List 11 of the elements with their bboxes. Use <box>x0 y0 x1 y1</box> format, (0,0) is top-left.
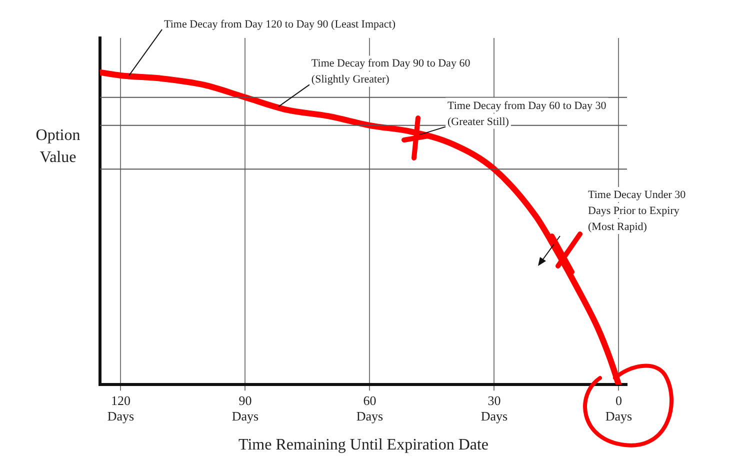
annotation: Time Decay from Day 60 to Day 30 (Greater Still) <box>448 100 607 128</box>
x-tick-label: 60 Days <box>356 392 384 424</box>
annotation: Time Decay from Day 90 to Day 60 (Slightly Greater) <box>311 58 471 86</box>
x-tick-label: 0 Days <box>605 392 632 424</box>
y-axis-title: Option Value <box>36 127 80 166</box>
annotation: Time Decay Under 30 Days Prior to Expiry (Most Rapid) <box>588 189 686 233</box>
x-tick-label: 90 Days <box>232 392 259 424</box>
annotation: Time Decay from Day 120 to Day 90 (Least Impact) <box>164 18 396 30</box>
x-axis-title: Time Remaining Until Expiration Date <box>238 436 489 454</box>
x-tick-label: 120 Days <box>107 392 134 424</box>
x-tick-label: 30 Days <box>480 392 508 424</box>
